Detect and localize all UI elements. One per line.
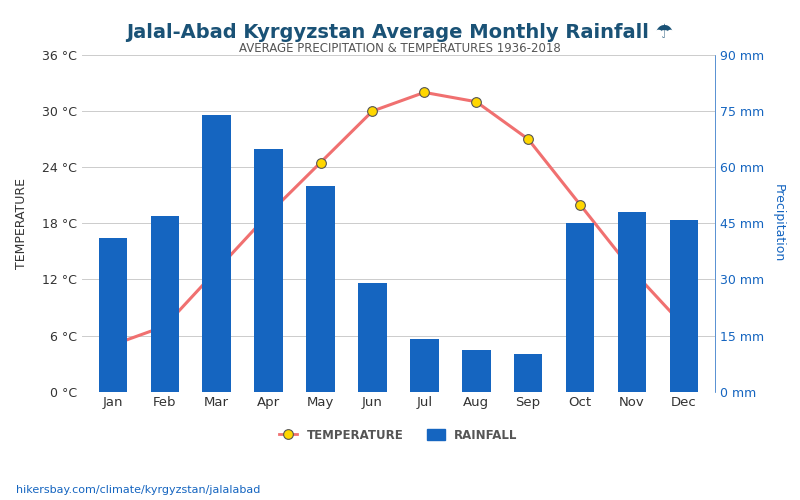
- Bar: [98, 238, 127, 392]
- Bar: [202, 115, 231, 392]
- Y-axis label: TEMPERATURE: TEMPERATURE: [15, 178, 28, 269]
- Bar: [358, 283, 386, 392]
- Bar: [514, 354, 542, 392]
- Y-axis label: Precipitation: Precipitation: [772, 184, 785, 262]
- Bar: [150, 216, 179, 392]
- Bar: [618, 212, 646, 392]
- Bar: [462, 350, 490, 392]
- Text: Jalal-Abad Kyrgyzstan Average Monthly Rainfall ☂: Jalal-Abad Kyrgyzstan Average Monthly Ra…: [126, 22, 674, 42]
- Bar: [254, 148, 283, 392]
- Legend: TEMPERATURE, RAINFALL: TEMPERATURE, RAINFALL: [274, 424, 522, 446]
- Text: AVERAGE PRECIPITATION & TEMPERATURES 1936-2018: AVERAGE PRECIPITATION & TEMPERATURES 193…: [239, 42, 561, 56]
- Bar: [306, 186, 335, 392]
- Bar: [670, 220, 698, 392]
- Text: hikersbay.com/climate/kyrgyzstan/jalalabad: hikersbay.com/climate/kyrgyzstan/jalalab…: [16, 485, 260, 495]
- Bar: [410, 339, 438, 392]
- Bar: [566, 224, 594, 392]
